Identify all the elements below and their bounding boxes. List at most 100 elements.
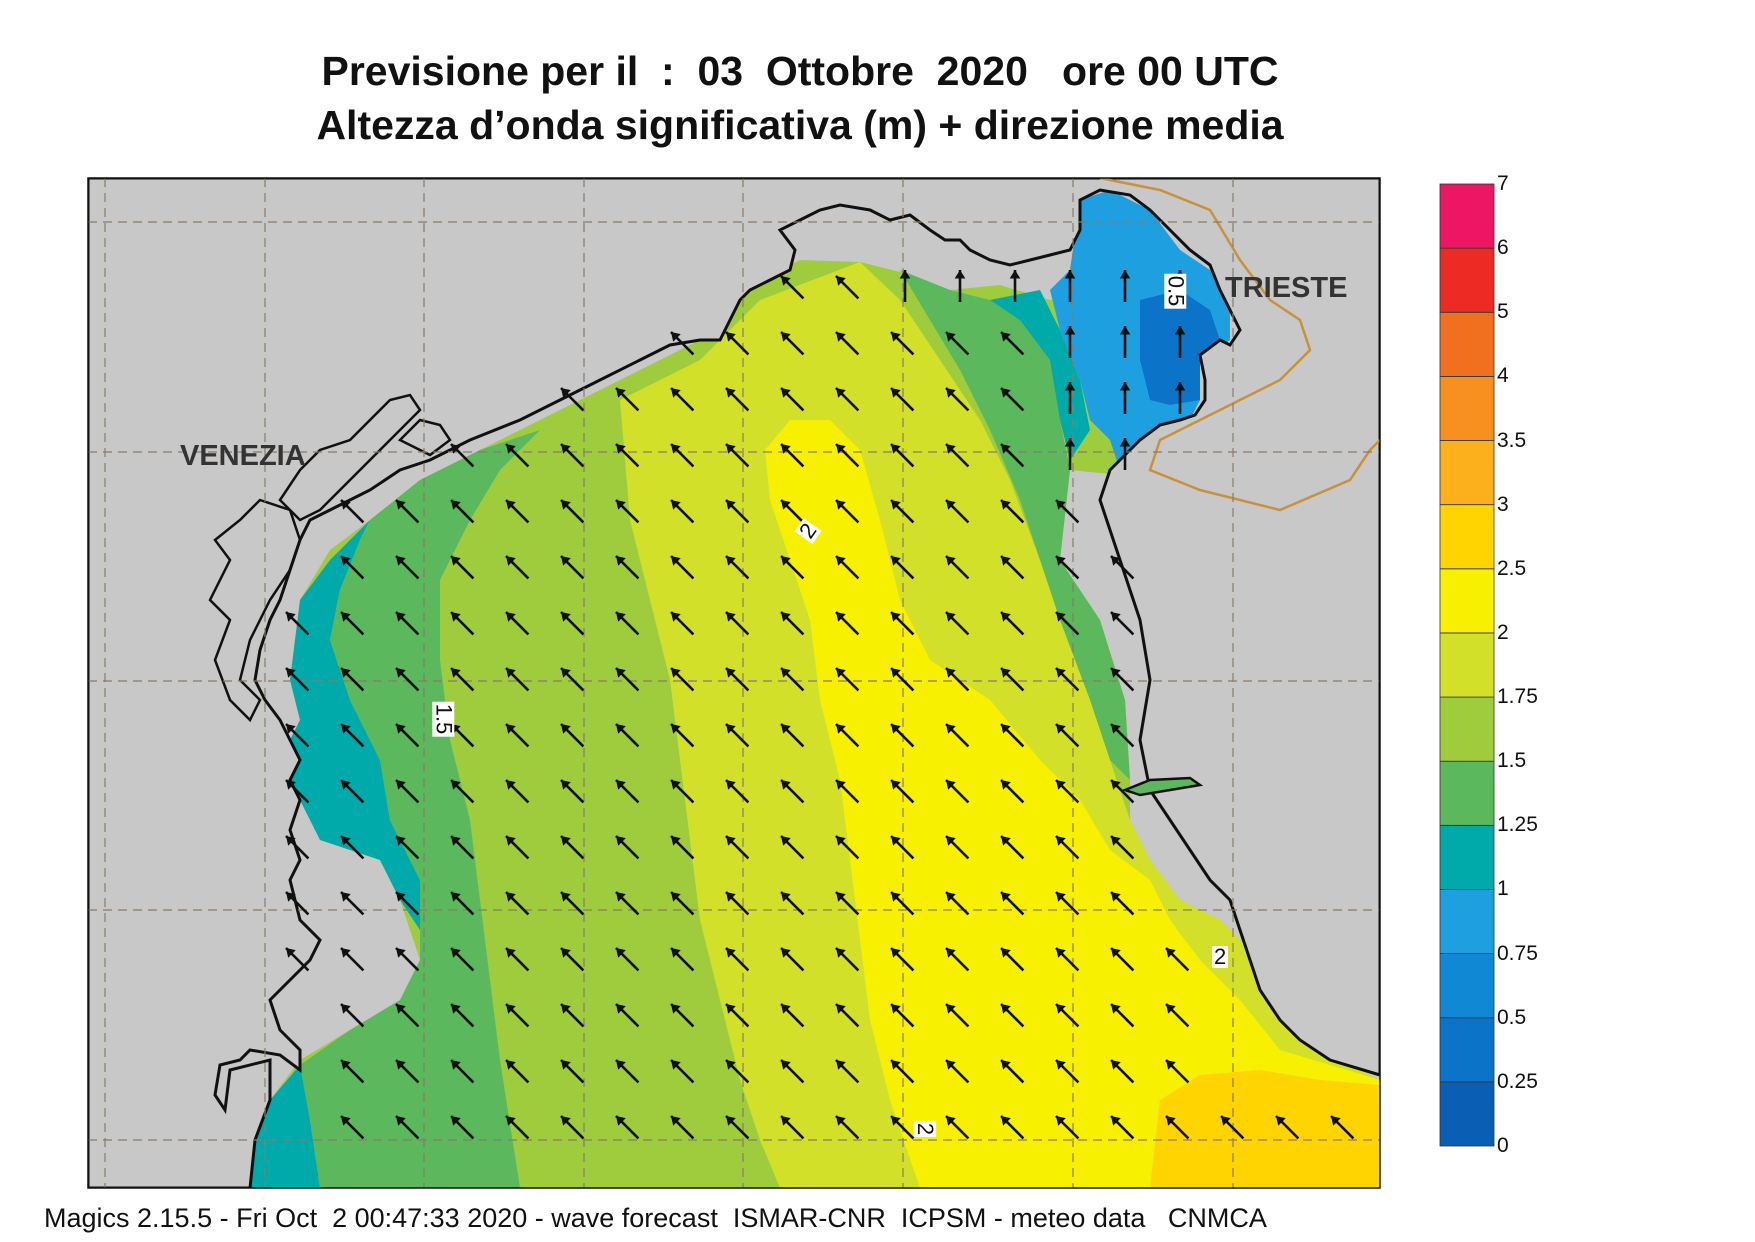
wave-arrow-head [1001, 1004, 1011, 1014]
wave-arrow-head [1001, 668, 1011, 678]
wave-arrow-head [451, 780, 461, 790]
wave-arrow-head [506, 836, 516, 846]
wave-arrow-head [726, 612, 736, 622]
wave-arrow-head [1056, 1060, 1066, 1070]
wave-arrow-head [1111, 556, 1121, 566]
wave-arrow-head [616, 444, 626, 454]
wave-arrow-head [671, 724, 681, 734]
wave-arrow-head [506, 668, 516, 678]
wave-arrow-head [671, 836, 681, 846]
wave-arrow-head [1111, 724, 1121, 734]
wave-arrow-head [561, 668, 571, 678]
wave-arrow-head [781, 724, 791, 734]
wave-arrow-head [891, 668, 901, 678]
wave-arrow-head [506, 556, 516, 566]
wave-arrow-head [836, 668, 846, 678]
colorbar-swatch [1439, 632, 1495, 698]
wave-arrow-head [891, 500, 901, 510]
wave-arrow-head [451, 668, 461, 678]
wave-arrow-head [891, 1060, 901, 1070]
wave-arrow-head [726, 724, 736, 734]
colorbar-label: 1.25 [1497, 813, 1538, 837]
wave-arrow-head [616, 1004, 626, 1014]
wave-arrow-head [616, 1060, 626, 1070]
wave-arrow-head [616, 780, 626, 790]
wave-arrow-head [341, 948, 351, 958]
wave-arrow-head [891, 1116, 901, 1126]
colorbar-swatch [1439, 1081, 1495, 1147]
wave-arrow-head [1111, 1116, 1121, 1126]
colorbar-label: 2 [1497, 620, 1509, 644]
wave-arrow-head [726, 836, 736, 846]
wave-arrow-head [891, 836, 901, 846]
wave-arrow-head [726, 892, 736, 902]
colorbar-swatch [1439, 824, 1495, 890]
wave-arrow-head [1119, 326, 1131, 335]
wave-arrow-head [1166, 1004, 1176, 1014]
wave-direction-arrows [285, 270, 1355, 1140]
wave-arrow-head [506, 892, 516, 902]
wave-arrow-head [561, 1116, 571, 1126]
wave-arrow-head [616, 500, 626, 510]
wave-arrow-head [396, 836, 406, 846]
wave-arrow-head [891, 388, 901, 398]
graticule [88, 178, 1380, 1188]
wave-arrow-head [836, 444, 846, 454]
wave-arrow-head [836, 892, 846, 902]
wave-arrow-head [451, 1116, 461, 1126]
wave-arrow-head [1111, 948, 1121, 958]
wave-arrow-head [341, 724, 351, 734]
wave-arrow-head [561, 1060, 571, 1070]
wave-arrow-head [891, 780, 901, 790]
wave-arrow-head [671, 668, 681, 678]
wave-arrow-head [836, 724, 846, 734]
wave-arrow-head [899, 270, 911, 279]
wave-arrow-head [396, 500, 406, 510]
colorbar-label: 5 [1497, 300, 1509, 324]
wave-arrow-head [1056, 612, 1066, 622]
wave-arrow-head [396, 780, 406, 790]
wave-arrow-head [561, 724, 571, 734]
wave-arrow-head [1111, 780, 1121, 790]
wave-arrow-head [891, 724, 901, 734]
colorbar-swatch [1439, 696, 1495, 762]
wave-arrow-head [396, 1116, 406, 1126]
wave-arrow-head [671, 1116, 681, 1126]
colorbar-swatch [1439, 953, 1495, 1019]
wave-arrow-head [726, 780, 736, 790]
colorbar-swatch [1439, 504, 1495, 570]
wave-arrow-head [286, 612, 296, 622]
wave-arrow-head [1001, 612, 1011, 622]
wave-arrow-head [616, 1116, 626, 1126]
map-frame [87, 177, 1381, 1189]
wave-arrow-head [1056, 948, 1066, 958]
wave-arrow-head [781, 892, 791, 902]
wave-arrow-head [781, 388, 791, 398]
colorbar-swatch [1439, 375, 1495, 441]
wave-arrow-head [341, 1004, 351, 1014]
wave-arrow-head [836, 388, 846, 398]
wave-arrow-head [946, 892, 956, 902]
wave-arrow-head [726, 444, 736, 454]
wave-arrow-head [451, 612, 461, 622]
wave-arrow-head [891, 332, 901, 342]
wave-arrow-head [781, 1060, 791, 1070]
wave-arrow-head [451, 948, 461, 958]
wave-arrow-head [341, 1116, 351, 1126]
wave-arrow-head [891, 444, 901, 454]
colorbar-label: 0.5 [1497, 1005, 1527, 1029]
wave-arrow-head [671, 1060, 681, 1070]
wave-arrow-head [1064, 270, 1076, 279]
wave-arrow-head [891, 892, 901, 902]
wave-arrow-head [781, 780, 791, 790]
colorbar-label: 6 [1497, 236, 1509, 260]
wave-arrow-head [781, 668, 791, 678]
wave-arrow-head [1001, 892, 1011, 902]
wave-arrow-head [616, 556, 626, 566]
wave-arrow-head [561, 500, 571, 510]
colorbar-swatch [1439, 568, 1495, 634]
wave-arrow-head [781, 612, 791, 622]
wave-arrow-head [616, 948, 626, 958]
wave-arrow-head [1001, 836, 1011, 846]
wave-arrow-head [561, 556, 571, 566]
